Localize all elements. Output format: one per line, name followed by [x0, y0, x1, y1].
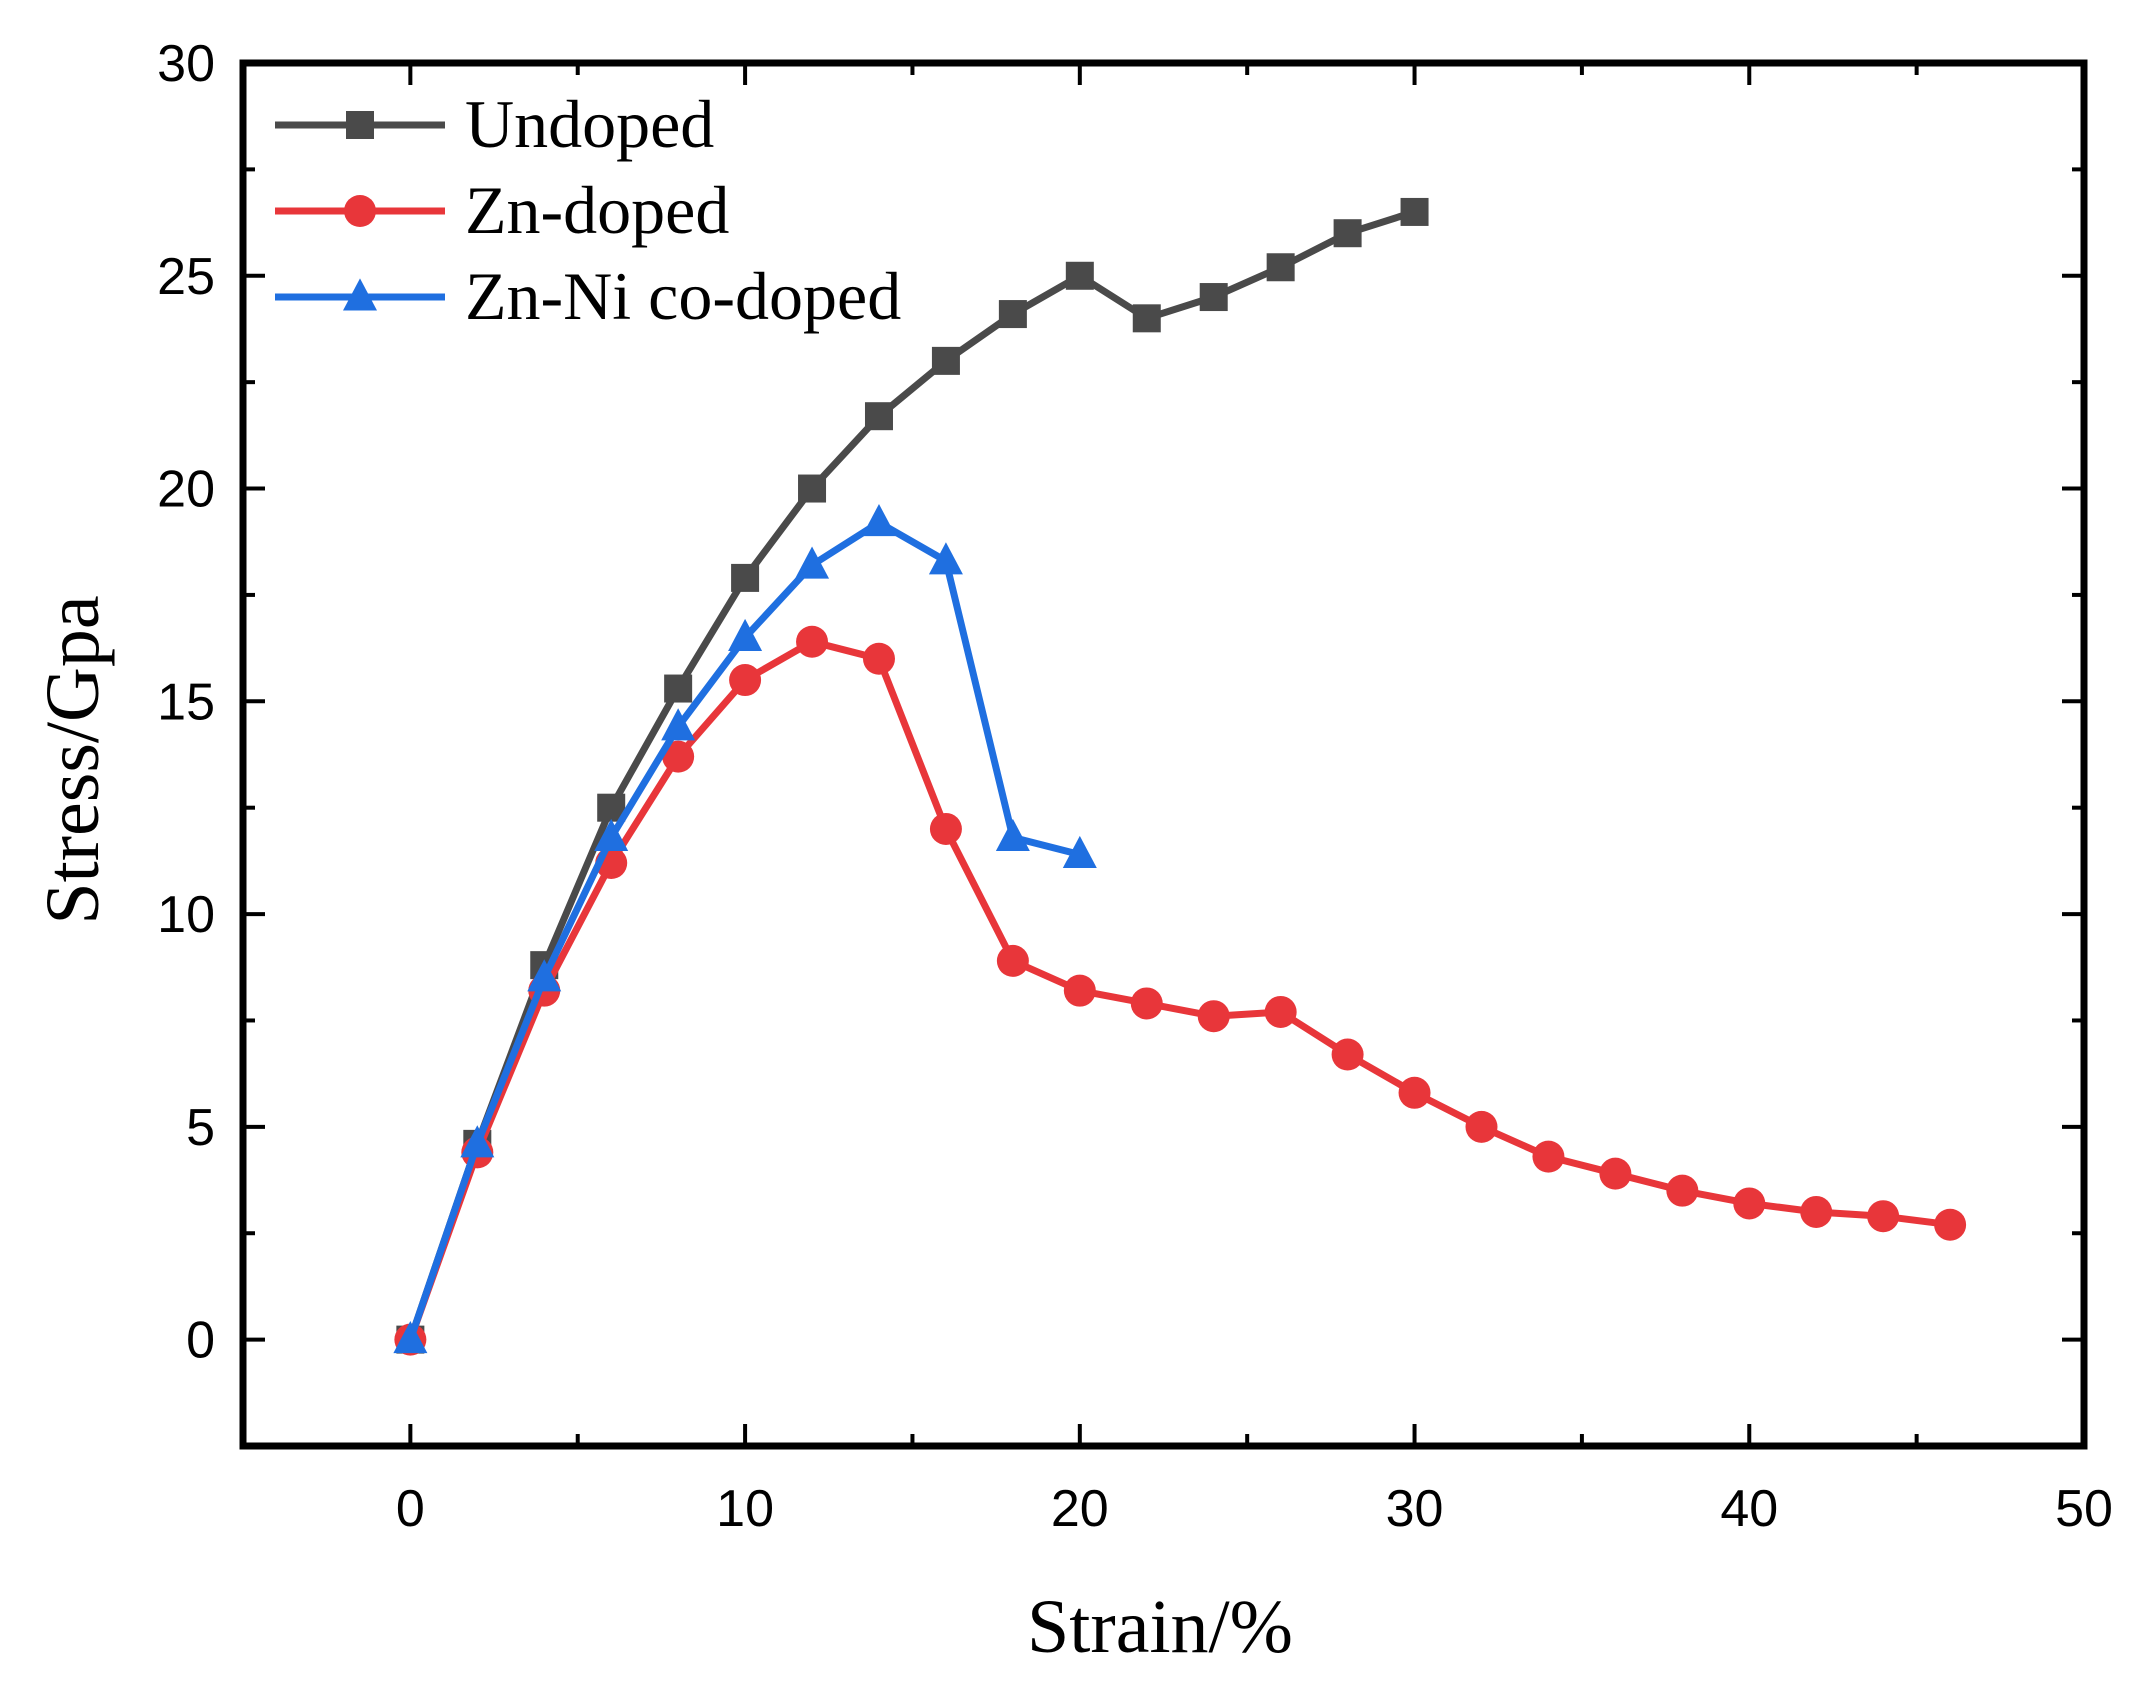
data-point: [1867, 1200, 1900, 1233]
data-point: [527, 959, 562, 992]
legend-item: Undoped: [275, 86, 714, 162]
data-point: [460, 1125, 495, 1158]
data-point: [1197, 1000, 1230, 1033]
series-line: [407, 208, 1416, 1341]
data-point: [1132, 304, 1161, 333]
tick-labels: 0 10 20 30 40 50 0 5 10 15 20 25 30: [157, 35, 2113, 1538]
data-point: [393, 1321, 428, 1354]
data-point: [1266, 253, 1295, 282]
data-point: [1934, 1208, 1967, 1241]
series-line: [407, 638, 1951, 1341]
data-point: [1199, 283, 1228, 312]
data-point: [861, 503, 896, 537]
data-point: [1063, 974, 1096, 1007]
x-axis-title: Strain/%: [1027, 1585, 1293, 1669]
data-point: [996, 944, 1029, 977]
data-point: [928, 542, 963, 575]
y-tick-label: 30: [157, 35, 215, 93]
x-tick-label: 30: [1386, 1480, 1444, 1538]
plot-frame: [239, 59, 2088, 1450]
data-point: [1599, 1157, 1632, 1190]
series-zn-ni-co-doped: [393, 503, 1097, 1354]
data-point: [798, 474, 827, 503]
data-point: [1666, 1174, 1699, 1207]
series-layer: [393, 197, 1967, 1356]
y-tick-label: 25: [157, 248, 215, 306]
data-point: [1733, 1187, 1766, 1220]
data-point: [995, 818, 1030, 851]
data-point: [662, 740, 695, 773]
x-tick-label: 20: [1051, 1480, 1109, 1538]
x-tick-label: 50: [2055, 1480, 2113, 1538]
data-point: [1065, 261, 1094, 290]
data-point: [1062, 835, 1097, 869]
data-point: [864, 402, 893, 431]
series-undoped: [396, 197, 1429, 1354]
data-point: [1800, 1195, 1833, 1228]
x-tick-label: 0: [396, 1480, 425, 1538]
data-point: [998, 300, 1027, 329]
legend-item: Zn-doped: [275, 172, 729, 248]
data-point: [1333, 219, 1362, 248]
data-point: [795, 546, 830, 579]
y-tick-label: 10: [157, 886, 215, 944]
x-tick-label: 10: [716, 1480, 774, 1538]
data-point: [1130, 987, 1163, 1020]
legend: Undoped Zn-doped Zn-Ni co-doped: [275, 86, 901, 334]
y-tick-label: 15: [157, 673, 215, 731]
y-tick-label: 20: [157, 461, 215, 519]
data-point: [1398, 1076, 1431, 1109]
data-point: [862, 642, 895, 675]
data-point: [664, 674, 693, 703]
data-point: [728, 618, 763, 651]
y-axis-title: Stress/Gpa: [31, 595, 115, 924]
legend-label: Undoped: [465, 86, 714, 162]
data-point: [929, 812, 962, 845]
legend-marker: [344, 195, 376, 227]
legend-label: Zn-Ni co-doped: [465, 258, 901, 334]
data-point: [1532, 1140, 1565, 1173]
legend-marker: [343, 278, 377, 311]
y-tick-label: 5: [186, 1099, 215, 1157]
data-point: [1400, 197, 1429, 226]
data-point: [661, 708, 696, 741]
data-point: [1331, 1038, 1364, 1071]
y-tick-label: 0: [186, 1312, 215, 1370]
series-zn-doped: [394, 625, 1967, 1356]
x-tick-label: 40: [1720, 1480, 1778, 1538]
data-point: [1264, 995, 1297, 1028]
data-point: [931, 346, 960, 375]
legend-item: Zn-Ni co-doped: [275, 258, 901, 334]
data-point: [1465, 1110, 1498, 1143]
legend-marker: [346, 111, 374, 139]
data-point: [594, 818, 629, 851]
data-point: [729, 664, 762, 697]
legend-label: Zn-doped: [465, 172, 729, 248]
data-point: [796, 625, 829, 658]
data-point: [731, 563, 760, 592]
